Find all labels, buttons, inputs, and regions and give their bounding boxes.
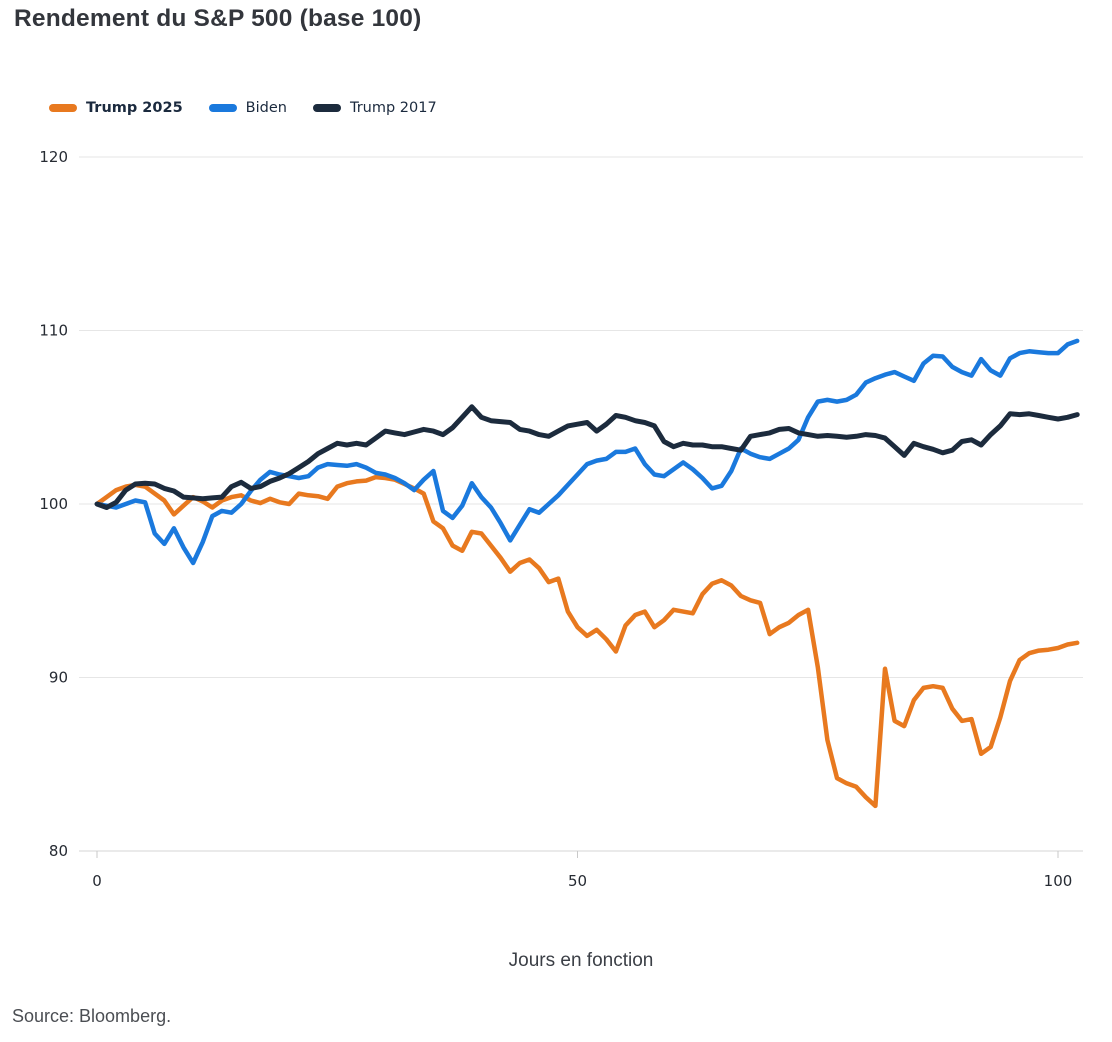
legend-label: Biden bbox=[245, 100, 287, 116]
legend-item-trump-2017: Trump 2017 bbox=[312, 100, 437, 116]
legend-label: Trump 2017 bbox=[349, 100, 437, 116]
legend-label: Trump 2025 bbox=[86, 100, 183, 116]
y-tick-label: 90 bbox=[49, 669, 68, 687]
x-tick-label: 0 bbox=[92, 872, 102, 890]
legend-swatch-trump-2025-icon bbox=[49, 104, 77, 112]
series-line-biden bbox=[94, 338, 1080, 566]
y-tick-label: 110 bbox=[39, 322, 68, 340]
legend-swatch-biden-icon bbox=[208, 104, 237, 112]
x-axis-title: Jours en fonction bbox=[508, 950, 654, 971]
chart-title: Rendement du S&P 500 (base 100) bbox=[14, 5, 422, 32]
legend-swatch-trump-2017-icon bbox=[312, 104, 341, 112]
chart-legend: Trump 2025 Biden Trump 2017 bbox=[49, 100, 437, 116]
series-line-trump-2017 bbox=[94, 404, 1080, 510]
legend-item-trump-2025: Trump 2025 bbox=[49, 100, 183, 116]
y-tick-label: 80 bbox=[49, 842, 68, 860]
grid bbox=[79, 156, 1083, 852]
y-tick-label: 120 bbox=[39, 148, 68, 166]
series-line-trump-2025 bbox=[94, 474, 1080, 809]
x-axis: 0 50 100 bbox=[92, 851, 1072, 890]
source-note: Source: Bloomberg. bbox=[12, 1006, 172, 1026]
x-tick-label: 50 bbox=[568, 872, 587, 890]
x-tick-label: 100 bbox=[1044, 872, 1073, 890]
y-tick-label: 100 bbox=[39, 495, 68, 513]
y-axis: 80 90 100 110 120 bbox=[39, 148, 68, 860]
legend-item-biden: Biden bbox=[208, 100, 287, 116]
